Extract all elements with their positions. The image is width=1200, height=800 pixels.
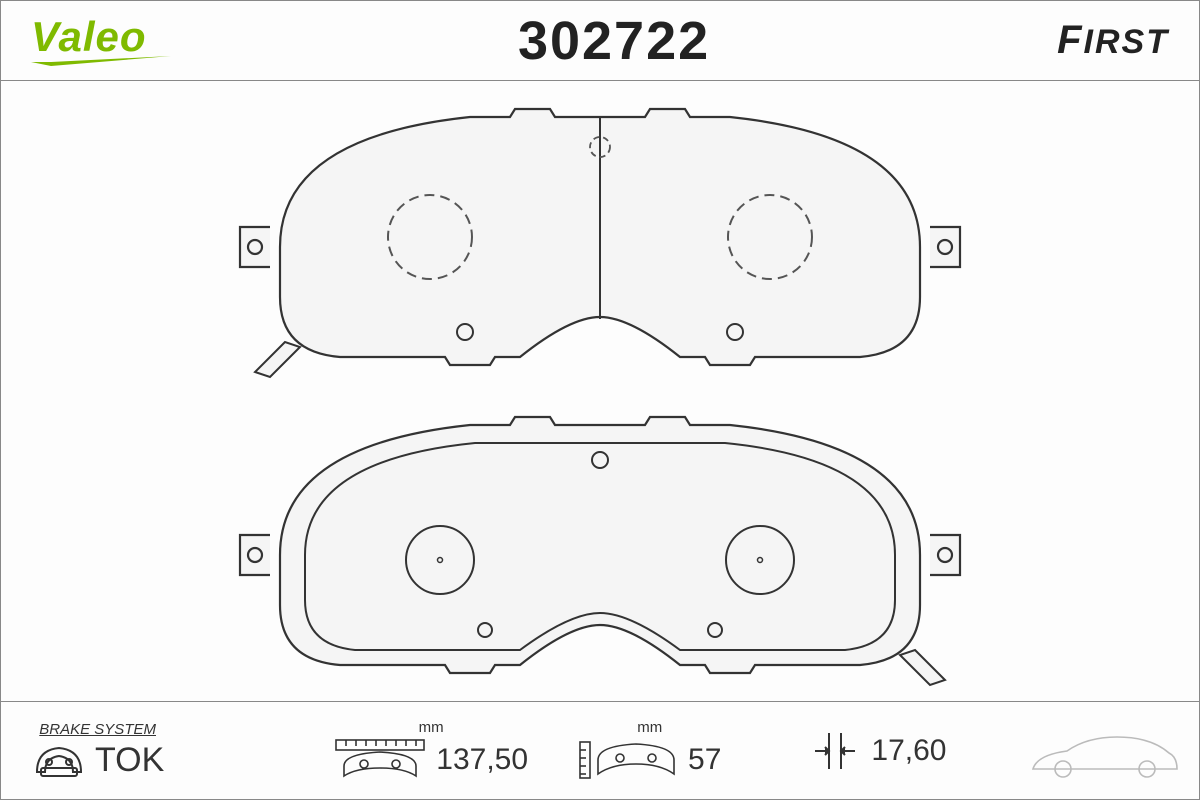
width-value: 137,50 — [436, 743, 528, 777]
diagram-area — [1, 81, 1199, 701]
thickness-value: 17,60 — [871, 734, 946, 768]
height-value: 57 — [688, 743, 721, 777]
product-line-logo: FIRST — [1057, 18, 1169, 63]
width-dimension: mm 137,50 — [334, 719, 528, 782]
height-ruler-icon — [578, 738, 678, 782]
part-number: 302722 — [518, 10, 710, 72]
car-silhouette-icon — [1029, 729, 1179, 779]
brand-logo: Valeo — [31, 16, 171, 66]
brake-system-value: TOK — [95, 741, 164, 780]
width-unit: mm — [419, 719, 444, 736]
brake-pad-top — [210, 97, 990, 387]
header: Valeo 302722 FIRST — [1, 1, 1199, 81]
thickness-icon — [811, 729, 859, 773]
brand-swoosh-icon — [31, 54, 171, 66]
thickness-dimension: 17,60 — [811, 729, 946, 773]
caliper-icon — [31, 740, 87, 780]
brake-pad-bottom — [210, 405, 990, 695]
brand-text: Valeo — [31, 16, 147, 58]
brake-system-block: BRAKE SYSTEM TOK — [31, 721, 164, 780]
width-ruler-icon — [334, 738, 426, 782]
height-dimension: mm 57 — [578, 719, 721, 782]
brake-system-label: BRAKE SYSTEM — [39, 721, 156, 738]
height-unit: mm — [637, 719, 662, 736]
footer: BRAKE SYSTEM TOK mm — [1, 701, 1199, 799]
